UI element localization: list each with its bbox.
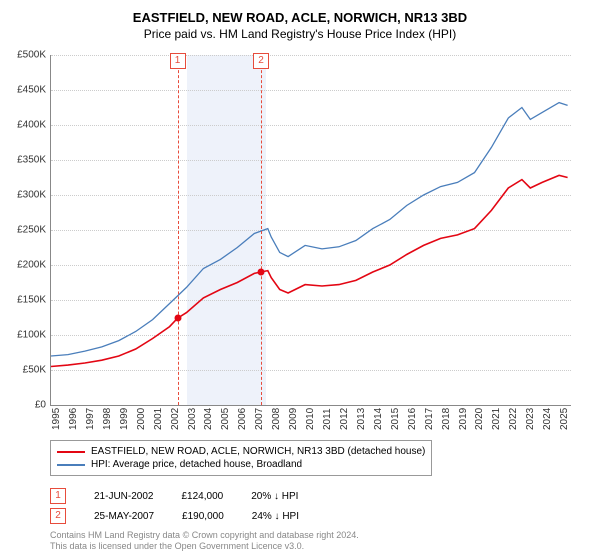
- x-tick-label: 2003: [187, 408, 198, 430]
- sale-price: £124,000: [181, 491, 223, 502]
- legend-swatch: [57, 451, 85, 453]
- plot-area: £0£50K£100K£150K£200K£250K£300K£350K£400…: [50, 55, 571, 406]
- footer-line: This data is licensed under the Open Gov…: [50, 541, 359, 552]
- marker-label-box: 1: [170, 53, 186, 69]
- x-tick-label: 2011: [322, 408, 333, 430]
- footer-line: Contains HM Land Registry data © Crown c…: [50, 530, 359, 541]
- y-tick-label: £0: [1, 400, 46, 411]
- x-tick-label: 2008: [271, 408, 282, 430]
- chart-title: EASTFIELD, NEW ROAD, ACLE, NORWICH, NR13…: [0, 0, 600, 25]
- marker-line: [261, 55, 262, 405]
- legend-item: EASTFIELD, NEW ROAD, ACLE, NORWICH, NR13…: [57, 445, 425, 458]
- x-tick-label: 2006: [237, 408, 248, 430]
- x-tick-label: 1997: [85, 408, 96, 430]
- x-tick-label: 2010: [305, 408, 316, 430]
- chart-subtitle: Price paid vs. HM Land Registry's House …: [0, 25, 600, 41]
- x-tick-label: 2009: [288, 408, 299, 430]
- x-tick-label: 2020: [474, 408, 485, 430]
- x-tick-label: 2015: [390, 408, 401, 430]
- line-series-svg: [51, 55, 571, 405]
- legend-label: EASTFIELD, NEW ROAD, ACLE, NORWICH, NR13…: [91, 446, 425, 457]
- series-line-property: [51, 175, 568, 366]
- legend-label: HPI: Average price, detached house, Broa…: [91, 459, 302, 470]
- y-tick-label: £450K: [1, 85, 46, 96]
- series-line-hpi: [51, 103, 568, 356]
- x-tick-label: 2014: [373, 408, 384, 430]
- sale-row: 2 25-MAY-2007 £190,000 24% ↓ HPI: [50, 508, 299, 524]
- y-tick-label: £400K: [1, 120, 46, 131]
- y-tick-label: £50K: [1, 365, 46, 376]
- sale-point: [258, 269, 265, 276]
- x-tick-label: 2005: [220, 408, 231, 430]
- sale-change: 24% ↓ HPI: [252, 511, 299, 522]
- sale-marker-box: 1: [50, 488, 66, 504]
- x-tick-label: 2018: [441, 408, 452, 430]
- sale-point: [174, 315, 181, 322]
- sale-marker-box: 2: [50, 508, 66, 524]
- marker-line: [178, 55, 179, 405]
- x-tick-label: 1996: [68, 408, 79, 430]
- legend-swatch: [57, 464, 85, 466]
- x-tick-label: 2004: [203, 408, 214, 430]
- x-tick-label: 2016: [407, 408, 418, 430]
- x-tick-label: 2017: [424, 408, 435, 430]
- y-tick-label: £100K: [1, 330, 46, 341]
- sale-date: 25-MAY-2007: [94, 511, 154, 522]
- x-tick-label: 2007: [254, 408, 265, 430]
- y-tick-label: £200K: [1, 260, 46, 271]
- sale-row: 1 21-JUN-2002 £124,000 20% ↓ HPI: [50, 488, 298, 504]
- x-tick-label: 2002: [170, 408, 181, 430]
- x-tick-label: 2023: [525, 408, 536, 430]
- y-tick-label: £500K: [1, 50, 46, 61]
- y-tick-label: £350K: [1, 155, 46, 166]
- sale-price: £190,000: [182, 511, 224, 522]
- x-tick-label: 2024: [542, 408, 553, 430]
- x-tick-label: 1995: [51, 408, 62, 430]
- y-tick-label: £250K: [1, 225, 46, 236]
- x-tick-label: 2021: [491, 408, 502, 430]
- x-tick-label: 2019: [458, 408, 469, 430]
- chart-container: EASTFIELD, NEW ROAD, ACLE, NORWICH, NR13…: [0, 0, 600, 560]
- x-tick-label: 2025: [559, 408, 570, 430]
- sale-date: 21-JUN-2002: [94, 491, 153, 502]
- footer-attribution: Contains HM Land Registry data © Crown c…: [50, 530, 359, 552]
- x-tick-label: 1998: [102, 408, 113, 430]
- marker-label-box: 2: [253, 53, 269, 69]
- y-tick-label: £150K: [1, 295, 46, 306]
- x-tick-label: 2013: [356, 408, 367, 430]
- x-tick-label: 1999: [119, 408, 130, 430]
- x-tick-label: 2000: [136, 408, 147, 430]
- y-tick-label: £300K: [1, 190, 46, 201]
- x-tick-label: 2022: [508, 408, 519, 430]
- legend: EASTFIELD, NEW ROAD, ACLE, NORWICH, NR13…: [50, 440, 432, 476]
- x-tick-label: 2012: [339, 408, 350, 430]
- sale-change: 20% ↓ HPI: [251, 491, 298, 502]
- legend-item: HPI: Average price, detached house, Broa…: [57, 458, 425, 471]
- x-tick-label: 2001: [153, 408, 164, 430]
